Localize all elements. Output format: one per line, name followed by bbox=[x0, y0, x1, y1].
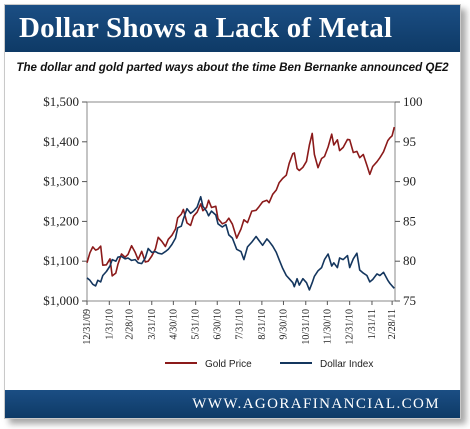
left-y-tick-label: $1,400 bbox=[43, 134, 79, 149]
left-y-tick-label: $1,100 bbox=[43, 253, 79, 268]
legend: Gold Price Dollar Index bbox=[165, 359, 373, 370]
left-y-tick-label: $1,200 bbox=[43, 213, 79, 228]
x-tick-label: 12/31/10 bbox=[345, 309, 356, 345]
right-y-tick-label: 95 bbox=[403, 134, 416, 149]
plot-frame bbox=[86, 101, 396, 302]
left-y-tick-label: $1,000 bbox=[43, 293, 79, 308]
x-tick-label: 1/31/10 bbox=[104, 309, 115, 340]
title-bar: Dollar Shows a Lack of Metal bbox=[5, 5, 460, 52]
right-y-tick-label: 80 bbox=[403, 253, 416, 268]
right-y-tick-label: 90 bbox=[403, 174, 416, 189]
x-tick-label: 2/28/10 bbox=[124, 309, 135, 340]
x-tick-label: 12/31/09 bbox=[82, 309, 93, 345]
x-tick-label: 9/30/10 bbox=[278, 309, 289, 340]
left-y-tick-label: $1,300 bbox=[43, 174, 79, 189]
right-y-tick-label: 75 bbox=[403, 293, 416, 308]
x-tick-label: 10/31/10 bbox=[301, 309, 312, 345]
footer-url: WWW.AGORAFINANCIAL.COM bbox=[192, 395, 440, 412]
footer-bar: WWW.AGORAFINANCIAL.COM bbox=[5, 390, 460, 418]
x-tick-label: 2/28/11 bbox=[387, 309, 398, 339]
right-y-tick-label: 100 bbox=[403, 94, 423, 109]
x-tick-label: 6/30/10 bbox=[212, 309, 223, 340]
x-tick-label: 5/31/10 bbox=[191, 309, 202, 340]
x-tick-label: 11/30/10 bbox=[322, 309, 333, 344]
x-tick-label: 1/31/11 bbox=[367, 309, 378, 339]
left-y-axis: $1,000 $1,100 $1,200 $1,300 $1,400 $1,500 bbox=[43, 94, 87, 308]
gold-price-line bbox=[86, 126, 396, 277]
x-tick-label: 3/31/10 bbox=[147, 309, 158, 340]
chart-subtitle: The dollar and gold parted ways about th… bbox=[16, 61, 449, 74]
x-tick-label: 8/31/10 bbox=[257, 309, 268, 340]
left-y-tick-label: $1,500 bbox=[43, 94, 79, 109]
x-tick-label: 7/31/10 bbox=[235, 309, 246, 340]
x-axis: 12/31/09 1/31/10 2/28/10 3/31/10 4/30/10 5/31… bbox=[82, 301, 398, 345]
dollar-index-line bbox=[86, 195, 395, 291]
chart-title: Dollar Shows a Lack of Metal bbox=[19, 12, 393, 44]
legend-gold-label: Gold Price bbox=[205, 359, 252, 370]
legend-dollar-label: Dollar Index bbox=[320, 359, 373, 370]
right-y-axis: 75 80 85 90 95 100 bbox=[395, 94, 423, 308]
chart-card: Dollar Shows a Lack of Metal The dollar … bbox=[4, 4, 461, 419]
right-y-tick-label: 85 bbox=[403, 213, 416, 228]
line-chart: $1,000 $1,100 $1,200 $1,300 $1,400 $1,500 75 8… bbox=[43, 94, 423, 370]
series-group bbox=[86, 126, 396, 291]
x-tick-label: 4/30/10 bbox=[168, 309, 179, 340]
